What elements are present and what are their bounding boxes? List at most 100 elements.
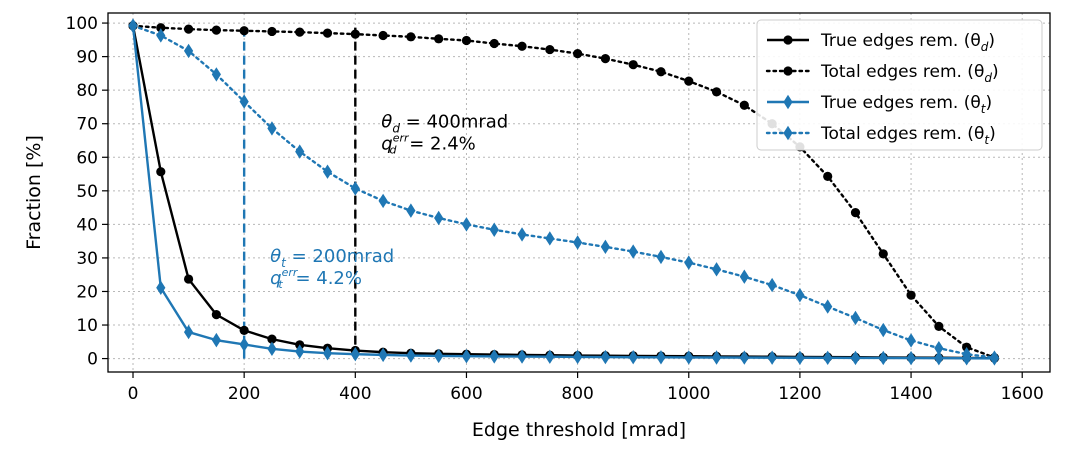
legend-label-subscript: t [984, 133, 990, 147]
data-point [767, 277, 777, 293]
data-point [850, 310, 861, 326]
data-point [600, 54, 610, 64]
legend-item: Total edges rem. (θd) [765, 62, 999, 85]
data-point [517, 227, 527, 242]
data-point [378, 347, 388, 363]
data-point [934, 340, 944, 356]
annotation-line-1: θd = 400mrad [381, 112, 508, 136]
legend-label-main: True edges rem. (θ [820, 93, 981, 113]
legend-label-main: True edges rem. (θ [820, 31, 981, 51]
data-point [183, 324, 194, 340]
legend-item: True edges rem. (θd) [767, 31, 995, 54]
series-line [131, 24, 996, 359]
data-point [767, 350, 777, 365]
data-point [739, 269, 749, 284]
annotation-symbol: θ [381, 112, 392, 133]
data-point [823, 350, 833, 366]
plot-frame [107, 12, 1051, 373]
data-point [656, 350, 666, 365]
data-point [239, 337, 249, 352]
data-point [906, 290, 916, 300]
series-group [128, 18, 1000, 366]
legend-label-main: Total edges rem. (θ [820, 124, 984, 144]
annotation-subscript: t [278, 278, 283, 291]
annotation-line-2: qerr t = 4.2% [270, 266, 362, 291]
annotation-value: = 200mrad [286, 246, 394, 267]
x-tick-label: 400 [339, 384, 371, 404]
data-point [295, 144, 305, 159]
legend-label-subscript: d [981, 40, 989, 54]
data-point [211, 332, 221, 348]
data-point [156, 167, 166, 177]
data-point [739, 350, 749, 365]
data-point [656, 249, 666, 265]
data-point [600, 239, 610, 255]
y-tick-label: 80 [76, 81, 98, 101]
data-point [795, 350, 805, 365]
data-point [183, 43, 194, 59]
series-line [131, 24, 996, 359]
x-tick-label: 0 [128, 384, 139, 404]
data-point [461, 349, 472, 364]
y-tick-label: 30 [76, 249, 98, 269]
y-tick-label: 100 [66, 14, 98, 34]
data-point [711, 350, 722, 365]
annotation-value: = 2.4% [404, 134, 476, 155]
data-point [489, 349, 499, 364]
annotation-symbol: q [270, 268, 281, 289]
data-point [573, 235, 583, 250]
data-point [461, 217, 472, 232]
data-point [489, 38, 499, 49]
data-point [295, 344, 305, 359]
x-axis-label: Edge threshold [mrad] [472, 419, 686, 441]
annotation-superscript: err [393, 132, 410, 145]
annotation-subscript: d [392, 122, 400, 136]
x-tick-label: 1600 [1001, 384, 1044, 404]
legend-label-close: ) [992, 62, 999, 82]
data-point [823, 299, 833, 314]
legend-item: True edges rem. (θt) [767, 93, 992, 116]
annotation-subscript: t [281, 256, 287, 270]
data-point [628, 350, 638, 365]
data-point [795, 287, 805, 303]
y-tick-label: 20 [76, 282, 98, 302]
legend-label-main: Total edges rem. (θ [820, 62, 984, 82]
data-point [711, 262, 722, 277]
annotation-symbol: q [381, 134, 392, 155]
data-point [517, 41, 527, 51]
data-point [211, 67, 221, 82]
x-axis-ticks: 0 200 400 600 800 1000 1200 1400 1600 [128, 372, 1044, 404]
data-point [461, 35, 472, 46]
y-axis-ticks: 0 10 20 30 40 50 60 70 80 90 100 [66, 14, 108, 370]
series-line [131, 25, 995, 360]
data-point [545, 231, 555, 246]
legend-label: True edges rem. (θt) [820, 93, 992, 116]
data-point [239, 26, 249, 36]
data-point [350, 181, 360, 196]
y-tick-label: 40 [76, 215, 98, 235]
annotation-line-1: θt = 200mrad [270, 246, 394, 270]
data-point [628, 60, 638, 70]
y-tick-label: 60 [76, 148, 98, 168]
data-point [156, 23, 166, 33]
y-tick-label: 0 [87, 350, 98, 370]
series [128, 18, 1000, 365]
legend-label: Total edges rem. (θd) [820, 62, 999, 85]
data-point [211, 310, 221, 320]
data-point [267, 334, 277, 344]
series [128, 18, 1000, 366]
annotation-superscript: err [282, 266, 299, 279]
data-point [156, 280, 166, 295]
y-axis-label: Fraction [%] [23, 135, 45, 250]
data-point [906, 333, 916, 348]
y-tick-label: 90 [76, 48, 98, 68]
data-point [934, 321, 944, 331]
legend-label-subscript: t [981, 102, 987, 116]
data-point [600, 349, 610, 365]
data-point [878, 350, 888, 366]
data-point [878, 249, 888, 259]
data-point [322, 346, 333, 361]
data-point [739, 100, 749, 110]
